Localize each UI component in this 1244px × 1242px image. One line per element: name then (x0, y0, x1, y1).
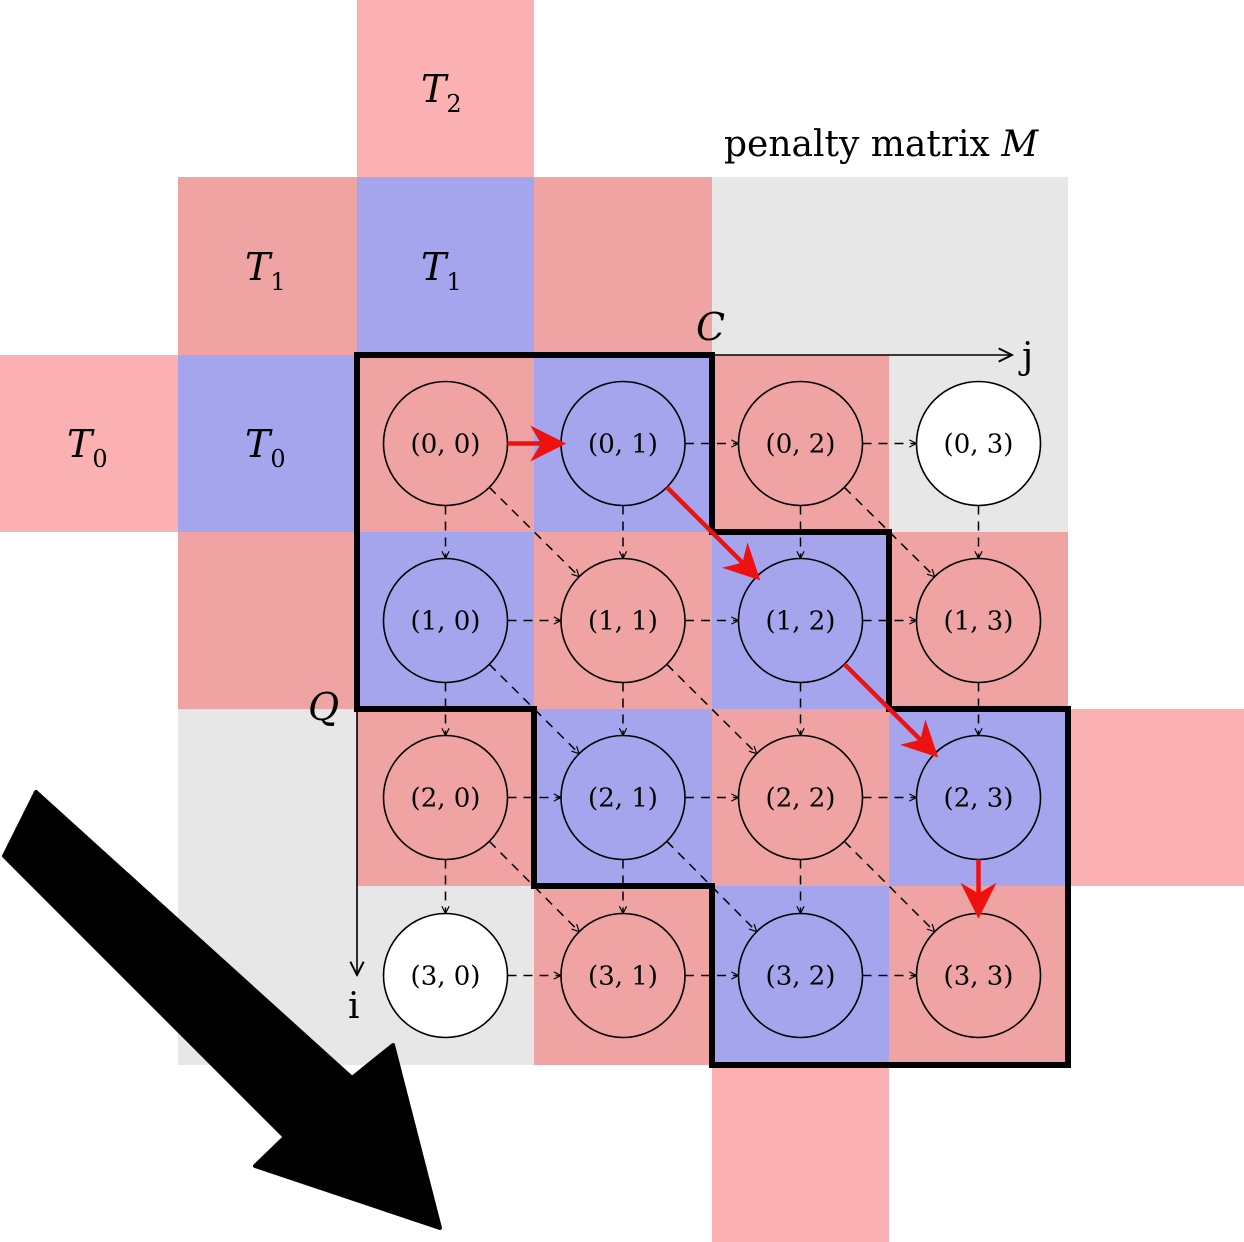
tile-t2 (357, 0, 534, 177)
edge-diag-1-1 (666, 663, 757, 753)
node-0-3: (0, 3) (915, 380, 1042, 507)
tile-t2-label: T2 (421, 67, 462, 118)
node-0-2: (0, 2) (737, 380, 864, 507)
tile-labels: T2 T1 T1 T0 T0 (67, 67, 462, 473)
node-2-1: (2, 1) (560, 734, 686, 861)
caption-text: penalty matrix (724, 124, 990, 165)
node-circle (915, 380, 1042, 507)
node-3-2: (3, 2) (737, 912, 864, 1039)
node-3-1: (3, 1) (560, 912, 686, 1039)
node-circle (737, 912, 864, 1039)
node-label: (2, 0) (411, 784, 481, 814)
tile-t0-outer-label: T0 (67, 422, 108, 473)
node-label: (0, 3) (944, 430, 1014, 460)
node-circle (382, 734, 509, 861)
axes: j i C Q (308, 305, 1033, 1027)
tile-t0-inner (178, 355, 357, 532)
node-2-0: (2, 0) (382, 734, 509, 861)
node-circle (737, 734, 864, 861)
node-0-0: (0, 0) (382, 380, 509, 507)
tile-t1-center (357, 177, 534, 355)
big-direction-arrow (2, 790, 442, 1230)
tile-left-row1 (178, 532, 357, 709)
tile-t1-left (178, 177, 357, 355)
axis-j-label: j (1018, 336, 1033, 377)
node-0-1: (0, 1) (560, 380, 686, 507)
edge-diag-2-2 (843, 840, 934, 931)
edge-diag-2-0 (488, 840, 579, 931)
penalty-matrix-caption: penalty matrix M (724, 124, 1039, 165)
edge-diag-2-1 (666, 840, 757, 931)
path-step-2 (842, 662, 939, 758)
node-circle (737, 380, 864, 507)
node-label: (0, 2) (766, 430, 836, 460)
node-1-3: (1, 3) (915, 557, 1042, 684)
node-circle (915, 557, 1042, 684)
node-1-1: (1, 1) (560, 557, 686, 684)
caption-symbol: M (1000, 124, 1039, 165)
node-label: (0, 0) (411, 430, 481, 460)
tile-t1-left-label: T1 (245, 245, 286, 296)
node-label: (3, 1) (588, 962, 658, 992)
node-circle (382, 557, 509, 684)
tile-t1-right (534, 177, 712, 355)
tile-t0-inner-label: T0 (245, 422, 286, 473)
path-step-1 (665, 485, 761, 581)
axis-c-label: C (696, 305, 725, 349)
matrix-nodes: (0, 0) (0, 1) (0, 2) (0, 3) (1, 0) (1, 1) (1, … (382, 380, 1042, 1039)
node-circle (560, 734, 686, 861)
tile-bottom-extension (712, 1065, 889, 1242)
tile-t1-center-label: T1 (421, 245, 462, 296)
node-label: (3, 3) (944, 962, 1014, 992)
node-label: (3, 2) (766, 962, 836, 992)
edge-diag-0-2 (843, 486, 934, 576)
node-circle (560, 557, 686, 684)
node-label: (3, 0) (411, 962, 481, 992)
node-label: (0, 1) (588, 430, 658, 460)
node-circle (560, 912, 686, 1039)
node-3-3: (3, 3) (915, 912, 1042, 1039)
node-label: (1, 1) (588, 607, 658, 637)
node-label: (2, 3) (944, 784, 1014, 814)
node-label: (2, 2) (766, 784, 836, 814)
node-2-2: (2, 2) (737, 734, 864, 861)
node-label: (1, 2) (766, 607, 836, 637)
node-circle (382, 912, 509, 1039)
node-label: (1, 0) (411, 607, 481, 637)
node-circle (737, 557, 864, 684)
edge-diag-0-0 (488, 486, 579, 576)
node-3-0: (3, 0) (382, 912, 509, 1039)
node-1-2: (1, 2) (737, 557, 864, 684)
dependency-edges (446, 444, 979, 976)
node-label: (2, 1) (588, 784, 658, 814)
axis-i-label: i (348, 986, 360, 1027)
edge-diag-1-0 (488, 663, 579, 753)
node-1-0: (1, 0) (382, 557, 509, 684)
node-label: (1, 3) (944, 607, 1014, 637)
tile-right-extension (1068, 709, 1244, 886)
warping-path (507, 425, 997, 919)
axis-q-label: Q (308, 685, 339, 729)
node-2-3: (2, 3) (915, 734, 1042, 861)
tile-t0-outer (0, 355, 178, 532)
